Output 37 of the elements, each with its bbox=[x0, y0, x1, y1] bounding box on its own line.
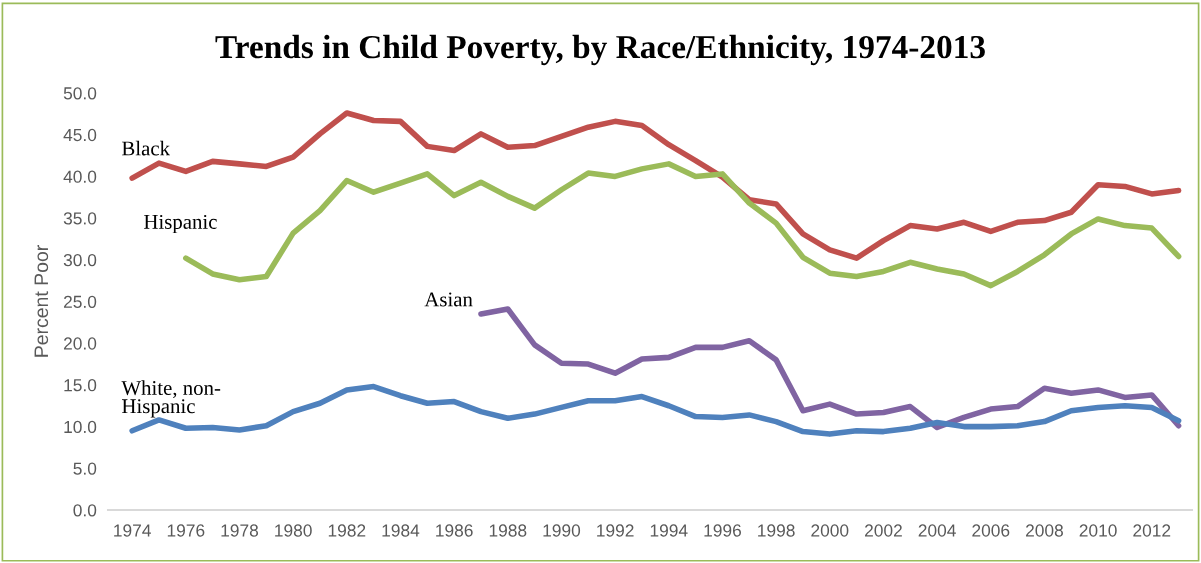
x-tick-label: 2002 bbox=[865, 524, 902, 537]
y-tick-label: 15.0 bbox=[64, 379, 97, 392]
series-label: White, non- Hispanic bbox=[121, 380, 221, 418]
x-tick-label: 1992 bbox=[597, 524, 634, 537]
x-tick-label: 2000 bbox=[811, 524, 849, 537]
y-tick-label: 5.0 bbox=[73, 462, 97, 475]
x-tick-label: 2010 bbox=[1079, 524, 1117, 537]
x-tick-label: 1994 bbox=[650, 524, 688, 537]
x-tick-label: 1976 bbox=[167, 524, 205, 537]
y-tick-label: 40.0 bbox=[63, 170, 97, 183]
y-tick-label: 30.0 bbox=[63, 253, 97, 267]
x-tick-label: 1978 bbox=[221, 524, 259, 537]
x-tick-label: 1974 bbox=[114, 524, 151, 537]
y-tick-label: 45.0 bbox=[63, 128, 97, 142]
y-tick-label: 50.0 bbox=[63, 87, 97, 100]
y-tick-label: 35.0 bbox=[63, 212, 97, 225]
series-label: Hispanic bbox=[144, 214, 217, 234]
x-tick-label: 1984 bbox=[382, 524, 420, 537]
x-tick-label: 2006 bbox=[972, 524, 1010, 537]
x-tick-label: 1996 bbox=[704, 524, 741, 537]
x-tick-label: 2004 bbox=[918, 524, 956, 537]
x-tick-label: 1980 bbox=[275, 524, 312, 537]
x-tick-label: 1986 bbox=[436, 524, 473, 537]
x-tick-label: 1982 bbox=[328, 524, 366, 537]
y-tick-label: 25.0 bbox=[63, 295, 97, 308]
x-tick-label: 1990 bbox=[543, 524, 581, 537]
series-label: Black bbox=[122, 140, 171, 156]
x-tick-label: 2008 bbox=[1025, 524, 1063, 537]
series-label: Asian bbox=[424, 292, 473, 307]
y-tick-label: 10.0 bbox=[64, 420, 97, 434]
x-tick-label: 1998 bbox=[758, 524, 795, 537]
y-axis-title: Percent Poor bbox=[34, 245, 49, 357]
y-tick-label: 0.0 bbox=[73, 504, 97, 517]
chart-title: Trends in Child Poverty, by Race/Ethnicity, 1974-2013 bbox=[215, 34, 985, 66]
x-tick-label: 2012 bbox=[1133, 524, 1171, 537]
x-tick-label: 1988 bbox=[489, 524, 527, 537]
y-tick-label: 20.0 bbox=[63, 337, 97, 350]
